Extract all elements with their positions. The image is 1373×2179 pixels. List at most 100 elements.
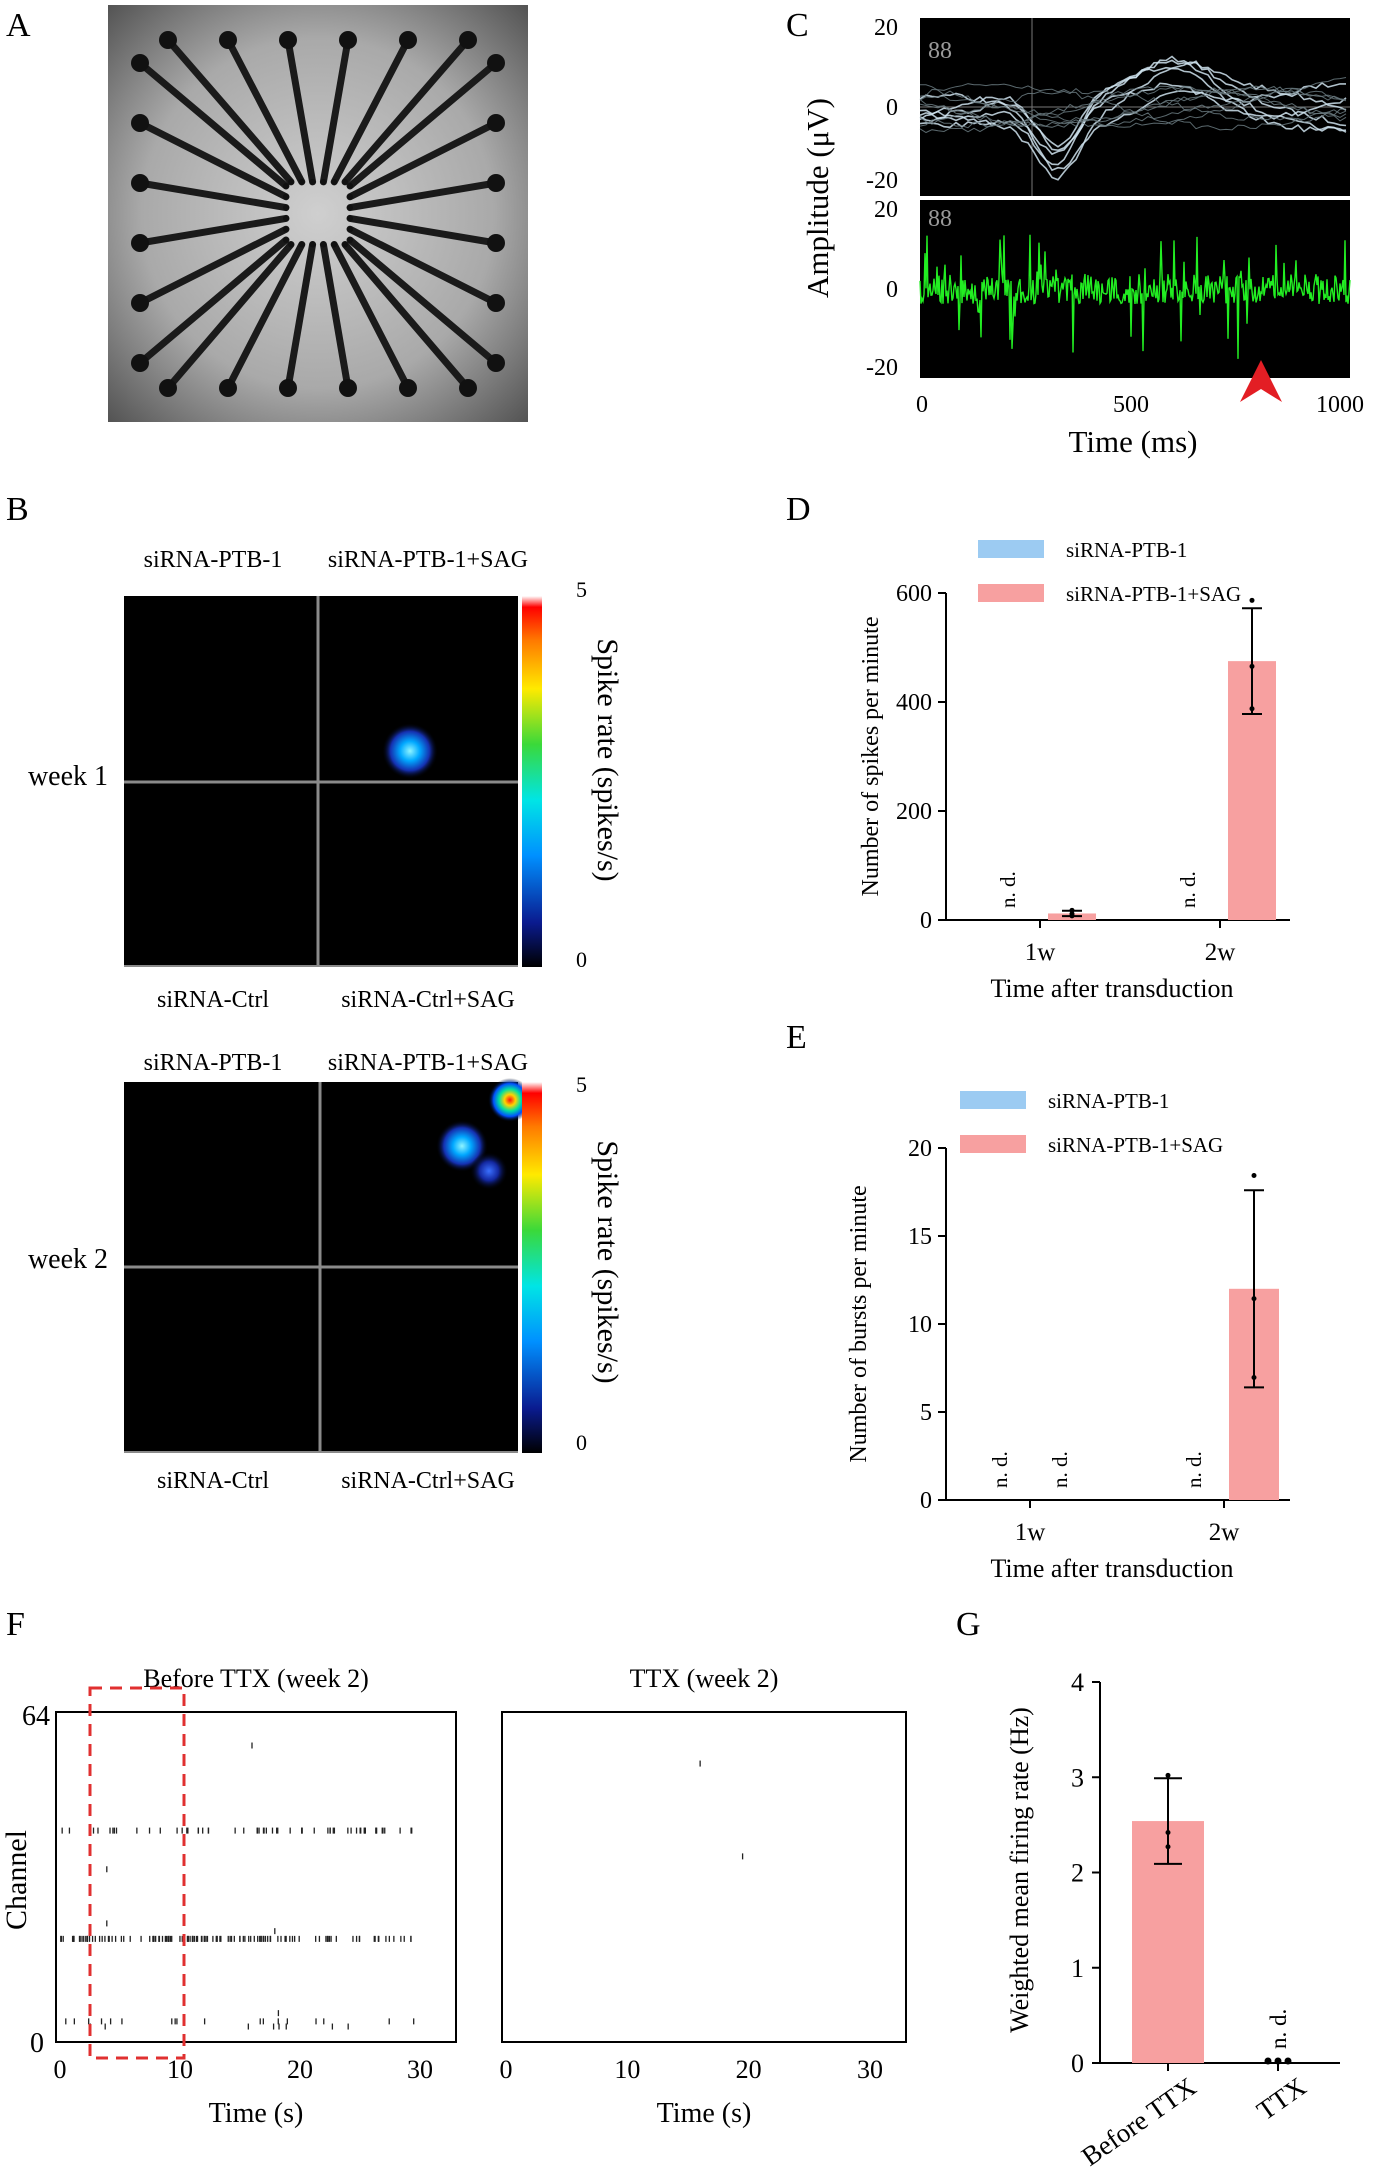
mea-pad bbox=[339, 379, 357, 397]
b-week1-label: week 1 bbox=[28, 761, 108, 792]
y-axis-label: Weighted mean firing rate (Hz) bbox=[1005, 1707, 1034, 2033]
heatmap-week1 bbox=[124, 596, 518, 967]
c-top-ytick: 20 bbox=[874, 15, 898, 41]
mea-trace bbox=[224, 36, 306, 186]
data-point bbox=[1284, 2057, 1292, 2065]
mea-trace bbox=[330, 36, 412, 186]
colorbar-week2-min: 0 bbox=[576, 1430, 587, 1455]
data-point bbox=[1264, 2057, 1272, 2065]
legend-label: siRNA-PTB-1+SAG bbox=[1048, 1133, 1223, 1157]
mea-trace bbox=[164, 36, 295, 186]
mea-trace bbox=[136, 59, 290, 190]
panel-c-y-label: Amplitude (μV) bbox=[800, 98, 835, 298]
mea-pad bbox=[159, 31, 177, 49]
chart-spikes-per-minute: 0 200 400 600 1w 2w Time after transduction Num… bbox=[858, 538, 1290, 1003]
b-week1-top-right-label: siRNA-PTB-1+SAG bbox=[328, 547, 528, 573]
mea-pad bbox=[487, 294, 505, 312]
not-detected-label: n. d. bbox=[1048, 1451, 1072, 1488]
heatmap-week2-hotspot-2 bbox=[470, 1152, 508, 1190]
mea-pad bbox=[487, 174, 505, 192]
y-tick-label: 0 bbox=[920, 1488, 932, 1514]
mea-trace bbox=[346, 179, 500, 212]
x-tick-label: 1w bbox=[1025, 939, 1056, 966]
panel-letter-f: F bbox=[6, 1606, 25, 1643]
mea-trace bbox=[164, 241, 295, 392]
legend-swatch bbox=[978, 584, 1044, 602]
mea-electrode bbox=[347, 237, 354, 243]
mea-electrode bbox=[309, 178, 316, 185]
data-point bbox=[1249, 597, 1255, 603]
b-week2-bottom-left-label: siRNA-Ctrl bbox=[157, 1468, 269, 1494]
chart-weighted-firing-rate: 0 1 2 3 4 Weighted mean firing rate (Hz) Befor… bbox=[1005, 1668, 1340, 2172]
y-tick-label: 600 bbox=[896, 581, 932, 607]
mea-trace bbox=[224, 241, 306, 392]
c-xtick: 500 bbox=[1113, 392, 1149, 418]
y-tick-label: 5 bbox=[920, 1400, 932, 1426]
mea-electrode bbox=[282, 215, 289, 222]
colorbar-week1-min: 0 bbox=[576, 947, 587, 972]
y-tick-label: 0 bbox=[920, 908, 932, 934]
mea-trace bbox=[136, 214, 290, 247]
y-tick-label: 200 bbox=[896, 799, 932, 825]
mea-trace bbox=[330, 241, 412, 392]
mea-trace bbox=[319, 241, 352, 392]
mea-electrode bbox=[282, 183, 289, 189]
x-axis-label: Time (s) bbox=[657, 2098, 752, 2129]
data-point bbox=[1251, 1172, 1257, 1178]
spike-waveform bbox=[919, 59, 1347, 156]
b-week2-bottom-right-label: siRNA-Ctrl+SAG bbox=[341, 1468, 515, 1494]
spike-waveform bbox=[919, 85, 1347, 128]
mea-pad bbox=[487, 54, 505, 72]
mea-trace bbox=[136, 236, 290, 367]
c-xtick: 0 bbox=[916, 392, 928, 418]
mea-electrode bbox=[347, 183, 354, 189]
b-week2-label: week 2 bbox=[28, 1244, 108, 1275]
y-tick-label: 2 bbox=[1071, 1859, 1084, 1888]
legend-swatch bbox=[960, 1135, 1026, 1153]
colorbar-week2-max: 5 bbox=[576, 1072, 587, 1097]
spike-waveform bbox=[919, 85, 1347, 128]
panel-letter-a: A bbox=[6, 7, 31, 44]
not-detected-label: n. d. bbox=[988, 1451, 1012, 1488]
x-tick-label: 2w bbox=[1205, 939, 1236, 966]
mea-trace bbox=[346, 59, 500, 190]
y-tick-label: 20 bbox=[908, 1136, 932, 1162]
mea-pad bbox=[131, 294, 149, 312]
panel-letter-d: D bbox=[786, 491, 811, 528]
y-tick-label: 0 bbox=[30, 2028, 44, 2059]
data-point bbox=[1249, 706, 1255, 712]
mea-pad bbox=[459, 31, 477, 49]
c-xtick: 1000 bbox=[1316, 392, 1364, 418]
b-week2-top-right-label: siRNA-PTB-1+SAG bbox=[328, 1050, 528, 1076]
mea-trace bbox=[136, 179, 290, 212]
not-detected-label: n. d. bbox=[1176, 871, 1200, 908]
mea-pad bbox=[131, 174, 149, 192]
spike-waveform bbox=[919, 66, 1347, 148]
data-point bbox=[1251, 1375, 1257, 1381]
spike-waveform bbox=[919, 83, 1347, 131]
legend-label: siRNA-PTB-1+SAG bbox=[1066, 582, 1241, 606]
b-week1-bottom-right-label: siRNA-Ctrl+SAG bbox=[341, 987, 515, 1013]
mea-pad bbox=[131, 114, 149, 132]
colorbar-week1-label: Spike rate (spikes/s) bbox=[591, 638, 624, 881]
mea-trace bbox=[319, 36, 352, 186]
y-tick-label: 0 bbox=[1071, 2049, 1084, 2078]
c-bottom-ytick: 20 bbox=[874, 197, 898, 223]
y-tick-label: 15 bbox=[908, 1224, 932, 1250]
spike-waveform bbox=[919, 85, 1347, 134]
colorbar-week1-max: 5 bbox=[576, 577, 587, 602]
colorbar-week2 bbox=[522, 1082, 542, 1453]
mea-pad bbox=[219, 379, 237, 397]
mea-trace bbox=[346, 225, 500, 307]
x-tick-label: 10 bbox=[167, 2055, 193, 2084]
mea-trace bbox=[341, 36, 472, 186]
y-tick-label: 3 bbox=[1071, 1763, 1084, 1792]
mea-pad bbox=[279, 31, 297, 49]
heatmap-week2 bbox=[124, 1078, 532, 1453]
mea-electrode bbox=[298, 178, 305, 185]
x-tick-label: 30 bbox=[857, 2055, 883, 2084]
b-week1-bottom-left-label: siRNA-Ctrl bbox=[157, 987, 269, 1013]
colorbar-week1 bbox=[522, 596, 542, 967]
overlaid-spike-waveforms bbox=[919, 18, 1350, 196]
